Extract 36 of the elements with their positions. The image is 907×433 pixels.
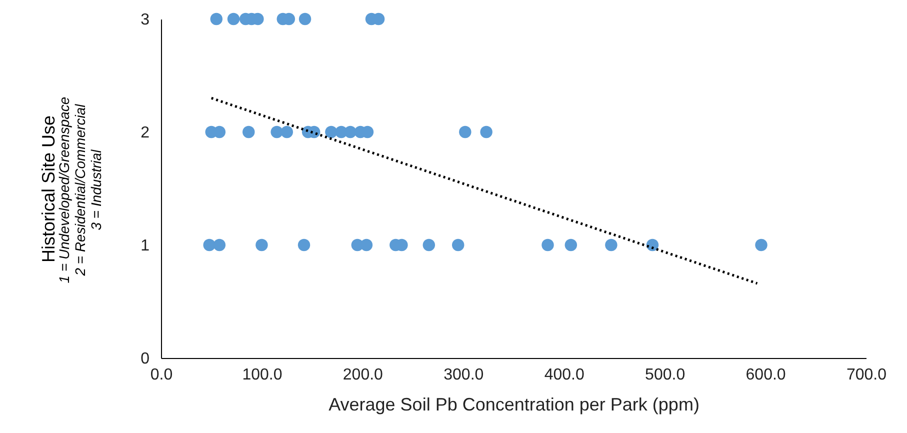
point (459, 126, 472, 138)
y-tick-label: 0 (140, 350, 150, 368)
x-tick-label: 600.0 (746, 366, 786, 384)
text: 3 = Industrial (88, 148, 104, 232)
point (452, 238, 464, 252)
point (542, 238, 554, 252)
text: 2 = Residential/Commercial (72, 104, 88, 278)
y-tick-label: 1 (140, 238, 150, 254)
x-tick-label: 200.0 (342, 366, 384, 384)
x-tick-label: 400.0 (544, 366, 584, 384)
x-tick-label: 100.0 (242, 366, 282, 384)
x-tick-label: 300.0 (444, 366, 484, 384)
point (210, 12, 223, 26)
point (256, 238, 268, 252)
point (360, 238, 373, 252)
point (270, 126, 283, 138)
x-axis-title: Average Soil Pb Concentration per Park (ppm) (328, 394, 700, 414)
point (755, 238, 768, 252)
y-tick-label: 3 (140, 12, 150, 28)
point (646, 238, 659, 252)
point (605, 238, 618, 252)
point (280, 126, 294, 138)
point (298, 12, 312, 26)
point (480, 126, 492, 138)
point (227, 12, 240, 26)
point (203, 238, 216, 252)
point (564, 238, 578, 252)
point (422, 238, 436, 252)
point (344, 126, 356, 138)
x-tick-label: 500.0 (645, 366, 686, 384)
x-tick-label: 700.0 (846, 366, 887, 384)
point (298, 238, 310, 252)
point (213, 238, 226, 252)
point (242, 126, 255, 138)
y-tick-label: 2 (140, 124, 150, 142)
x-tick-label: 0.0 (150, 366, 173, 384)
